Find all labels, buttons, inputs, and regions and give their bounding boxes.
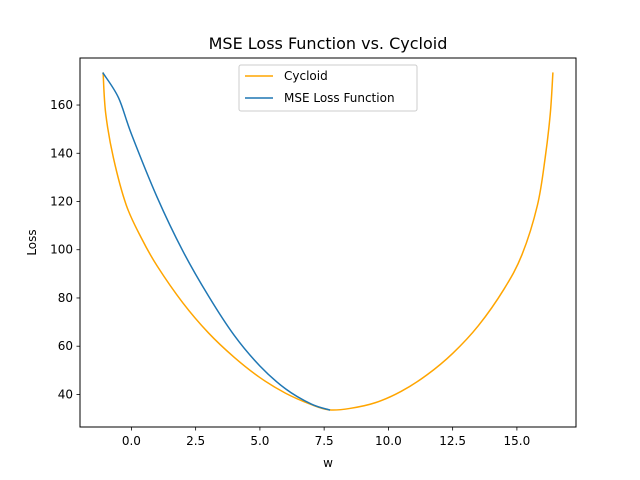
plot-lines	[102, 72, 554, 411]
series-line-0	[102, 72, 554, 411]
x-axis-ticks: 0.0 2.5 5.0 7.5 10.0 12.5 15.0	[122, 427, 530, 448]
x-axis-label: w	[323, 456, 333, 470]
legend-box	[238, 64, 418, 112]
y-tick-label: 160	[50, 98, 73, 112]
x-tick-label: 7.5	[315, 434, 334, 448]
y-axis-ticks: 40 60 80 100 120 140 160	[50, 98, 80, 401]
x-tick-label: 12.5	[439, 434, 466, 448]
x-tick-label: 0.0	[122, 434, 141, 448]
y-axis-label: Loss	[25, 229, 39, 255]
x-tick-label: 10.0	[375, 434, 402, 448]
y-tick-label: 60	[58, 339, 73, 353]
y-tick-label: 140	[50, 146, 73, 160]
series-line-1	[102, 72, 331, 411]
y-tick-label: 80	[58, 291, 73, 305]
x-tick-label: 2.5	[186, 434, 205, 448]
y-tick-label: 120	[50, 195, 73, 209]
x-tick-label: 5.0	[250, 434, 269, 448]
legend-label-1: MSE Loss Function	[284, 91, 395, 105]
legend: Cycloid MSE Loss Function	[238, 64, 418, 112]
plot-frame	[79, 57, 577, 428]
y-tick-label: 40	[58, 387, 73, 401]
x-tick-label: 15.0	[504, 434, 531, 448]
chart-title: MSE Loss Function vs. Cycloid	[209, 34, 448, 53]
legend-label-0: Cycloid	[284, 69, 328, 83]
y-tick-label: 100	[50, 243, 73, 257]
